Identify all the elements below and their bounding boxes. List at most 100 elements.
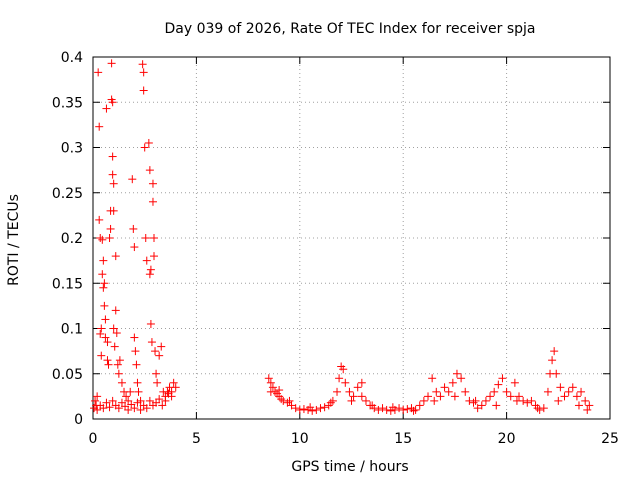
data-point: [151, 347, 160, 356]
data-point: [150, 234, 159, 242]
data-point: [415, 401, 424, 410]
data-point: [169, 378, 178, 387]
data-point: [106, 224, 115, 233]
y-tick-label: 0.25: [52, 186, 83, 202]
data-point: [291, 404, 300, 413]
data-point: [506, 392, 515, 401]
data-point: [452, 369, 461, 378]
data-point: [91, 396, 100, 405]
data-point: [146, 265, 155, 274]
data-point: [374, 405, 383, 414]
data-point: [333, 387, 342, 396]
x-tick-label: 15: [394, 431, 412, 447]
data-point: [100, 279, 109, 288]
data-point: [287, 401, 296, 410]
data-point: [581, 396, 590, 405]
data-point: [430, 396, 439, 405]
data-point: [142, 404, 151, 413]
data-point: [139, 68, 148, 77]
data-point: [150, 252, 159, 261]
data-point: [108, 98, 117, 107]
data-point: [124, 405, 133, 414]
data-point: [139, 86, 148, 95]
data-point: [96, 234, 105, 242]
data-point: [109, 324, 118, 333]
data-point: [111, 306, 120, 315]
data-point: [107, 59, 116, 68]
y-tick-label: 0.15: [52, 276, 83, 292]
data-point: [109, 179, 118, 188]
data-point: [158, 401, 167, 410]
x-tick-label: 10: [291, 431, 309, 447]
data-point: [583, 405, 592, 414]
data-point: [102, 104, 111, 113]
data-point: [114, 369, 123, 378]
data-point: [345, 387, 354, 396]
data-point: [97, 351, 106, 360]
data-point: [471, 396, 480, 405]
data-point: [136, 405, 145, 414]
data-point: [339, 365, 348, 374]
data-point: [560, 392, 569, 401]
data-point: [108, 170, 117, 179]
data-point: [108, 152, 117, 161]
data-point: [266, 378, 275, 387]
y-tick-label: 0.4: [61, 50, 83, 66]
data-point: [572, 392, 581, 401]
data-point: [132, 360, 141, 369]
data-point: [502, 387, 511, 396]
data-point: [141, 234, 150, 242]
data-point: [138, 60, 147, 69]
data-point: [403, 405, 412, 414]
data-point: [428, 374, 437, 383]
data-point: [473, 404, 482, 413]
data-point: [95, 122, 104, 131]
data-point: [157, 342, 166, 351]
data-point: [99, 283, 108, 292]
data-points: [90, 59, 594, 415]
data-point: [308, 406, 317, 415]
data-point: [129, 224, 138, 233]
data-point: [114, 404, 123, 413]
data-point: [95, 215, 104, 224]
data-point: [388, 403, 397, 412]
data-point: [419, 396, 428, 405]
data-point: [469, 398, 478, 407]
data-point: [341, 378, 350, 387]
data-point: [486, 392, 495, 401]
data-point: [378, 404, 387, 413]
x-tick-labels: 0 5 10 15 20 25: [89, 431, 619, 447]
data-point: [448, 378, 457, 387]
data-point: [105, 234, 114, 242]
data-point: [99, 256, 108, 265]
data-point: [450, 392, 459, 401]
grid-lines: [93, 57, 610, 419]
data-point: [353, 383, 362, 392]
data-point: [145, 396, 154, 405]
data-point: [386, 406, 395, 415]
data-point: [510, 378, 519, 387]
data-point: [97, 324, 106, 333]
data-point: [130, 404, 139, 413]
x-tick-label: 0: [89, 431, 98, 447]
data-point: [155, 351, 164, 360]
data-point: [103, 356, 112, 365]
data-point: [148, 197, 157, 206]
data-point: [564, 387, 573, 396]
data-point: [144, 138, 153, 147]
data-point: [112, 329, 121, 338]
data-point: [306, 403, 315, 412]
data-point: [492, 401, 501, 410]
data-point: [424, 392, 433, 401]
data-point: [399, 405, 408, 414]
data-point: [411, 405, 420, 414]
data-point: [100, 301, 109, 310]
data-point: [142, 256, 151, 265]
data-point: [94, 68, 103, 77]
data-point: [498, 374, 507, 383]
chart-title: Day 039 of 2026, Rate Of TEC Index for r…: [164, 21, 535, 37]
data-point: [295, 405, 304, 414]
x-tick-label: 5: [192, 431, 201, 447]
data-point: [122, 392, 131, 401]
data-point: [117, 378, 126, 387]
